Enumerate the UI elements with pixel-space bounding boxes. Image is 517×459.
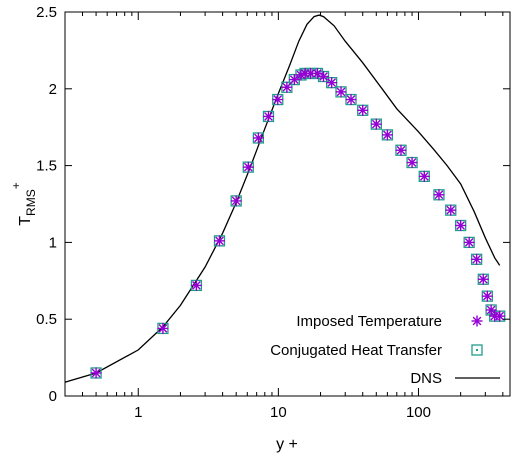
legend-marker-imposed	[471, 315, 483, 327]
data-point-imposed	[357, 104, 369, 116]
x-tick-label: 10	[270, 404, 287, 421]
legend-label: Conjugated Heat Transfer	[270, 342, 442, 359]
data-point-imposed	[326, 77, 338, 89]
data-point-imposed	[252, 132, 264, 144]
data-point-imposed	[190, 279, 202, 291]
data-point-imposed	[90, 367, 102, 379]
data-point-imposed	[395, 144, 407, 156]
data-point-imposed	[381, 129, 393, 141]
data-point-imposed	[288, 74, 300, 86]
data-point-imposed	[242, 161, 254, 173]
y-tick-label: 1	[49, 234, 57, 251]
plot-frame	[64, 11, 511, 397]
x-tick-label: 100	[406, 404, 431, 421]
data-point-imposed	[157, 322, 169, 334]
y-tick-label: 0	[49, 388, 57, 405]
data-point-imposed	[494, 310, 506, 322]
data-point-imposed	[370, 118, 382, 130]
x-tick-label: 1	[134, 404, 142, 421]
y-tick-label: 2.5	[36, 4, 57, 21]
legend-label: Imposed Temperature	[296, 313, 442, 330]
data-point-imposed	[418, 170, 430, 182]
data-point-imposed	[471, 253, 483, 265]
data-point-imposed	[433, 189, 445, 201]
data-point-imposed	[481, 290, 493, 302]
data-point-imposed	[262, 110, 274, 122]
data-point-imposed	[345, 94, 357, 106]
data-point-imposed	[477, 273, 489, 285]
data-point-imposed	[318, 71, 330, 83]
series-line-dns	[65, 14, 501, 383]
legend-label: DNS	[410, 370, 442, 387]
y-axis-title: TRMS+	[9, 182, 38, 225]
data-point-imposed	[272, 94, 284, 106]
legend-marker-conjugated	[471, 344, 483, 356]
data-point-imposed	[445, 204, 457, 216]
x-axis-title: y +	[276, 436, 298, 453]
y-tick-label: 2	[49, 81, 57, 98]
data-point-imposed	[485, 304, 497, 316]
data-point-imposed	[213, 235, 225, 247]
data-point-imposed	[455, 220, 467, 232]
axis-ticks: 0 0.5 1 1.5 2 2.5 1 10 100	[36, 4, 510, 421]
y-tick-label: 0.5	[36, 311, 57, 328]
data-point-imposed	[406, 157, 418, 169]
legend: Imposed Temperature Conjugated Heat Trans…	[270, 313, 500, 387]
data-point-imposed	[463, 236, 475, 248]
data-point-imposed	[281, 81, 293, 93]
plot-area	[65, 14, 506, 383]
y-tick-label: 1.5	[36, 158, 57, 175]
data-point-imposed	[335, 86, 347, 98]
data-point-imposed	[230, 195, 242, 207]
